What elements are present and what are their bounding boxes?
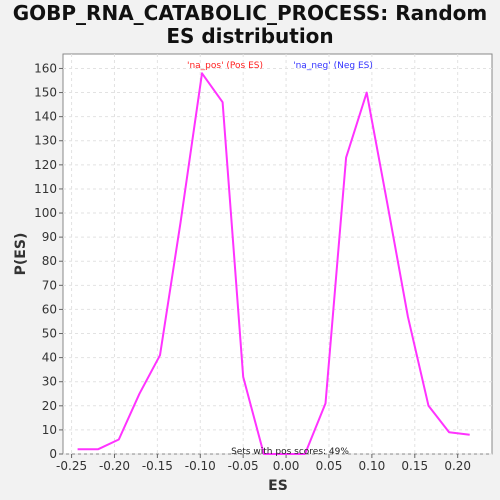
y-tick-label: 140 (34, 110, 57, 124)
legend-pos-es: 'na_pos' (Pos ES) (187, 61, 263, 71)
y-tick-label: 20 (42, 399, 57, 413)
y-tick-label: 40 (42, 351, 57, 365)
chart-title: GOBP_RNA_CATABOLIC_PROCESS: Random ES di… (0, 2, 500, 48)
x-axis-ticks: -0.25 -0.20 -0.15 -0.10 -0.05 0.00 0.05 0.10 0.1… (56, 454, 471, 473)
y-tick-label: 100 (34, 206, 57, 220)
series-group (77, 72, 470, 455)
y-tick-label: 110 (34, 182, 57, 196)
x-tick-label: -0.15 (142, 459, 173, 473)
y-tick-label: 60 (42, 302, 57, 316)
x-tick-label: -0.20 (99, 459, 130, 473)
y-tick-label: 50 (42, 327, 57, 341)
x-tick-label: -0.25 (56, 459, 87, 473)
y-tick-label: 30 (42, 375, 57, 389)
x-tick-label: 0.20 (444, 459, 471, 473)
x-tick-label: -0.10 (185, 459, 216, 473)
y-tick-label: 90 (42, 230, 57, 244)
x-tick-label: 0.15 (401, 459, 428, 473)
x-tick-label: 0.00 (273, 459, 300, 473)
x-tick-label: -0.05 (228, 459, 259, 473)
x-axis-label: ES (268, 478, 288, 494)
x-tick-label: 0.05 (316, 459, 343, 473)
es-distribution-line (77, 72, 470, 455)
chart-title-line-1: GOBP_RNA_CATABOLIC_PROCESS: Random (12, 1, 488, 25)
pos-scores-annotation: Sets with pos scores: 49% (231, 447, 349, 457)
y-axis-ticks: 0 10 20 30 40 50 60 70 80 90 100 110 120 130 140 150 160 (34, 61, 63, 461)
y-axis-label: P(ES) (13, 233, 29, 276)
x-tick-label: 0.10 (359, 459, 386, 473)
y-tick-label: 0 (49, 447, 57, 461)
y-tick-label: 150 (34, 86, 57, 100)
grid-lines (63, 54, 492, 455)
plot-area (62, 53, 493, 455)
legend-neg-es: 'na_neg' (Neg ES) (293, 61, 373, 71)
y-tick-label: 70 (42, 278, 57, 292)
y-tick-label: 130 (34, 134, 57, 148)
y-tick-label: 10 (42, 423, 57, 437)
y-tick-label: 160 (34, 61, 57, 75)
y-tick-label: 80 (42, 254, 57, 268)
y-tick-label: 120 (34, 158, 57, 172)
chart-title-line-2: ES distribution (166, 24, 334, 48)
